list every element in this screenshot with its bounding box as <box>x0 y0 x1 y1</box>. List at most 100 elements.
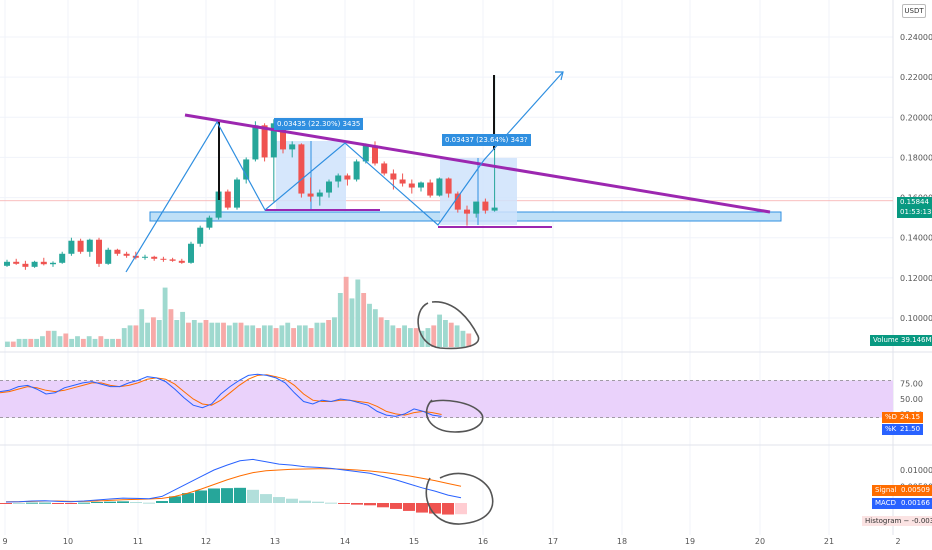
candle <box>243 157 250 184</box>
arrow-head <box>555 71 564 81</box>
candle-body <box>307 193 314 197</box>
volume-legend-value: 39.146M <box>898 335 932 346</box>
candle-body <box>224 191 231 208</box>
candle-body <box>399 179 406 184</box>
candle-body <box>114 249 121 254</box>
volume-bar <box>226 325 232 347</box>
macd-line-value: 0.00166 <box>898 498 932 509</box>
price-tick-label: 0.20000 <box>900 113 932 122</box>
macd-pane <box>0 458 467 515</box>
macd-histogram-value: -0.00343 <box>911 517 932 525</box>
volume-bar <box>110 338 115 347</box>
volume-bar <box>261 325 267 347</box>
stoch-d-name: %D <box>882 412 901 423</box>
volume-bar <box>384 320 390 347</box>
candle-body <box>22 263 29 267</box>
time-tick-label: 12 <box>201 537 211 546</box>
volume-bar <box>314 322 320 347</box>
price-tick-label: 0.18000 <box>900 153 932 162</box>
macd-histogram-bar <box>0 503 12 504</box>
stoch-k-name: %K <box>882 424 900 435</box>
candle <box>178 258 185 264</box>
candle <box>169 257 176 262</box>
candle <box>105 247 112 265</box>
macd-histogram-bar <box>143 502 155 504</box>
macd-line-name: MACD <box>872 498 899 509</box>
macd-histogram-bar <box>429 503 441 514</box>
candle-body <box>142 256 148 258</box>
candle <box>142 254 148 260</box>
macd-histogram-bar <box>13 503 25 504</box>
macd-histogram-bar <box>260 494 272 503</box>
candle-body <box>362 145 369 162</box>
volume-bar <box>10 341 16 347</box>
volume-bar <box>273 328 279 347</box>
macd-histogram-bar <box>299 500 311 503</box>
volume-bar <box>57 336 63 347</box>
volume-bar <box>454 325 460 347</box>
candle-body <box>280 123 286 150</box>
volume-bar <box>285 322 291 347</box>
currency-label[interactable]: USDT <box>902 4 926 18</box>
volume-bar <box>69 338 75 347</box>
candle <box>86 238 93 257</box>
candle <box>197 225 204 247</box>
macd-histogram-bar <box>416 503 428 513</box>
candle-body <box>160 258 167 260</box>
time-tick-label: 2 <box>895 537 900 546</box>
volume-bar <box>390 325 396 347</box>
volume-bar <box>115 338 121 347</box>
macd-histogram-bar <box>351 503 363 505</box>
volume-bar <box>431 325 437 347</box>
time-tick-label: 15 <box>409 537 419 546</box>
stoch-band <box>0 380 893 418</box>
macd-histogram-bar <box>247 489 259 503</box>
macd-histogram-bar <box>91 502 103 504</box>
volume-bar <box>151 317 156 347</box>
trendline-drawings[interactable] <box>125 71 771 273</box>
macd-histogram-bar <box>403 503 415 511</box>
candle <box>381 161 388 176</box>
price-tick-label: 0.10000 <box>900 314 932 323</box>
macd-histogram-bar <box>130 502 142 504</box>
macd-signal-line <box>6 468 462 503</box>
volume-bar <box>104 338 110 347</box>
volume-bar <box>133 325 139 347</box>
volume-bar <box>267 325 273 347</box>
volume-bar <box>279 325 285 347</box>
volume-bar <box>197 322 203 347</box>
price-tick-label: 0.12000 <box>900 274 932 283</box>
macd-histogram-bar <box>273 497 285 503</box>
macd-histogram-bar <box>377 503 389 508</box>
macd-histogram-bar <box>208 488 220 503</box>
candle <box>289 141 296 158</box>
circle-mark-macd <box>425 472 494 525</box>
countdown-label: 01:53:13 <box>897 207 932 218</box>
candle <box>270 119 277 202</box>
time-tick-label: 11 <box>133 537 143 546</box>
volume-bar <box>291 328 296 347</box>
volume-bar <box>232 322 238 347</box>
price-axis: 0.240000.220000.200000.180000.160000.140… <box>900 33 932 508</box>
candle-body <box>4 261 10 266</box>
candle-body <box>482 201 489 211</box>
price-tick-label: 0.24000 <box>900 33 932 42</box>
candle <box>224 189 231 210</box>
macd-histogram-bar <box>234 487 246 503</box>
volume-bar <box>343 276 349 347</box>
candle <box>68 237 75 256</box>
candle-body <box>59 253 66 263</box>
hand-drawn-circles <box>417 301 494 525</box>
volume-bar <box>326 320 332 347</box>
time-tick-label: 19 <box>685 537 695 546</box>
volume-bar <box>80 338 86 347</box>
candle-body <box>427 182 434 196</box>
volume-bar <box>174 320 180 347</box>
stoch-k-value: 21.50 <box>897 424 924 435</box>
candle <box>234 177 240 210</box>
candle-body <box>234 179 240 208</box>
volume-bar <box>407 328 413 347</box>
candle <box>160 256 167 262</box>
candle <box>22 260 29 270</box>
